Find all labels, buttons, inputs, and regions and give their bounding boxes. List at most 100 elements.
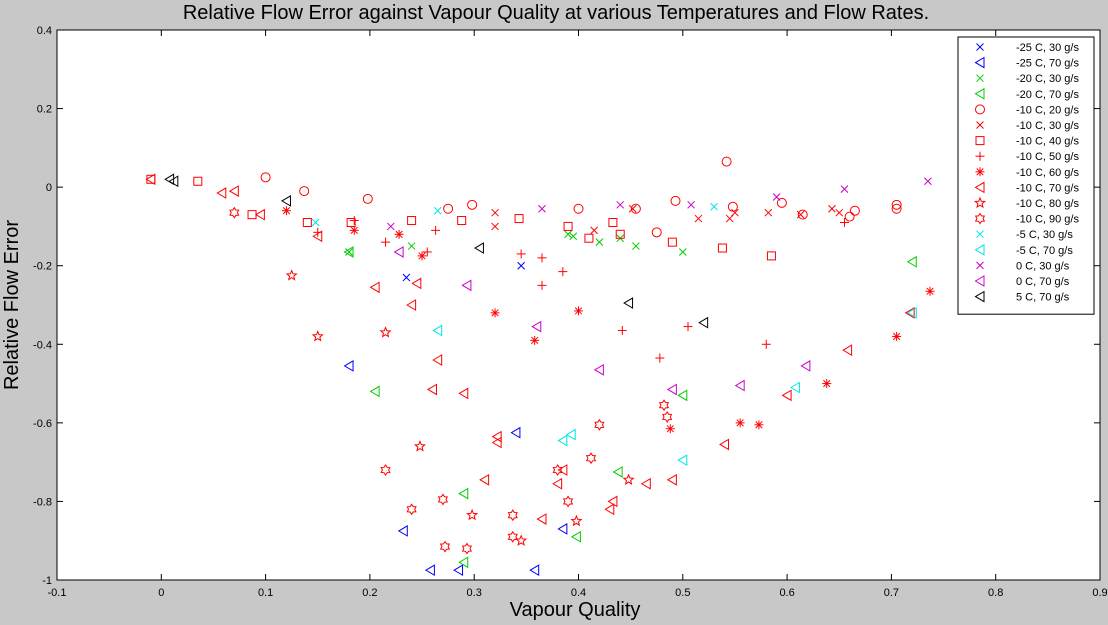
- data-point: [677, 389, 688, 402]
- legend-label: -10 C, 90 g/s: [1016, 214, 1079, 226]
- x-tick-label: 0.1: [258, 587, 273, 599]
- y-tick-label: -0.4: [33, 339, 52, 351]
- legend-marker: [976, 230, 984, 239]
- data-point: [719, 438, 730, 451]
- data-point: [443, 203, 454, 214]
- data-point: [797, 209, 808, 220]
- data-point: [346, 218, 356, 227]
- legend-label: -10 C, 80 g/s: [1016, 198, 1079, 210]
- data-point: [776, 197, 787, 208]
- x-tick-label: 0.6: [779, 587, 794, 599]
- data-point: [891, 203, 902, 214]
- data-point: [622, 473, 635, 485]
- data-point: [411, 277, 422, 290]
- data-point: [349, 216, 359, 226]
- data-point: [507, 509, 518, 522]
- data-point: [407, 242, 416, 250]
- data-point: [458, 487, 469, 500]
- data-point: [766, 251, 776, 261]
- data-point: [558, 267, 568, 277]
- data-point: [617, 326, 627, 336]
- data-point: [516, 249, 526, 259]
- data-point: [362, 193, 373, 204]
- legend-item: -10 C, 20 g/s: [975, 104, 1079, 116]
- legend-label: -20 C, 70 g/s: [1016, 89, 1079, 101]
- legend-marker: [976, 121, 984, 129]
- data-point: [417, 251, 427, 261]
- data-point: [565, 428, 576, 441]
- legend-marker: [975, 136, 985, 146]
- legend-marker: [974, 275, 985, 287]
- legend-label: -25 C, 30 g/s: [1016, 42, 1079, 54]
- data-point: [457, 216, 467, 226]
- data-point: [844, 211, 855, 222]
- legend-marker: [976, 261, 984, 270]
- data-point: [570, 530, 581, 543]
- data-point: [607, 495, 618, 508]
- data-point: [379, 326, 392, 338]
- data-point: [925, 286, 935, 296]
- x-tick-label: 0.8: [988, 587, 1003, 599]
- data-point: [349, 225, 359, 235]
- data-point: [507, 530, 518, 543]
- data-point: [670, 195, 681, 206]
- data-point: [216, 187, 227, 199]
- data-point: [422, 247, 432, 257]
- data-point: [406, 299, 417, 311]
- data-point: [667, 237, 677, 247]
- legend-marker: [974, 290, 985, 303]
- data-point: [665, 424, 675, 434]
- data-point: [406, 503, 417, 516]
- data-point: [615, 229, 625, 239]
- data-point: [640, 477, 651, 490]
- legend-label: 5 C, 70 g/s: [1016, 292, 1070, 304]
- legend-item: -20 C, 30 g/s: [976, 73, 1079, 85]
- legend-item: 5 C, 70 g/s: [974, 290, 1070, 304]
- data-point: [593, 363, 604, 376]
- data-point: [386, 222, 395, 231]
- data-point: [721, 156, 732, 167]
- x-tick-label: -0.1: [48, 587, 67, 599]
- legend-item: 0 C, 70 g/s: [974, 275, 1070, 288]
- data-point: [557, 523, 568, 535]
- legend: -25 C, 30 g/s -25 C, 70 g/s -20 C, 30 g/s -…: [957, 36, 1095, 315]
- data-point: [168, 175, 179, 188]
- data-point: [461, 542, 473, 555]
- data-point: [552, 464, 563, 476]
- data-point: [632, 242, 640, 250]
- data-point: [491, 222, 499, 231]
- data-point: [842, 344, 853, 357]
- x-tick-label: 0.9: [1092, 587, 1107, 599]
- data-point: [562, 495, 574, 508]
- data-point: [433, 206, 442, 215]
- data-point: [466, 508, 479, 521]
- legend-item: -5 C, 70 g/s: [974, 243, 1073, 257]
- data-point: [891, 199, 902, 210]
- data-point: [343, 360, 354, 372]
- y-tick-label: 0.4: [37, 25, 52, 37]
- data-point: [761, 339, 771, 349]
- x-tick-label: 0.7: [884, 587, 899, 599]
- data-point: [490, 308, 500, 318]
- data-point: [628, 204, 637, 213]
- legend-marker: [974, 87, 985, 100]
- data-point: [369, 385, 380, 398]
- data-point: [458, 387, 469, 400]
- data-point: [557, 434, 568, 447]
- data-point: [345, 248, 353, 256]
- data-point: [666, 473, 677, 486]
- data-point: [623, 297, 634, 309]
- legend-marker: [973, 196, 987, 209]
- legend-label: -5 C, 70 g/s: [1016, 245, 1073, 257]
- y-tick-label: 0: [46, 182, 52, 194]
- legend-item: -10 C, 90 g/s: [974, 212, 1079, 226]
- data-point: [655, 353, 665, 363]
- axis-ticks: [56, 29, 1101, 581]
- legend-label: 0 C, 30 g/s: [1016, 260, 1070, 272]
- data-point: [530, 335, 540, 345]
- data-point: [517, 261, 525, 270]
- data-point: [608, 218, 618, 227]
- data-point: [789, 381, 800, 394]
- legend-item: -10 C, 80 g/s: [973, 196, 1079, 210]
- data-point: [710, 202, 718, 211]
